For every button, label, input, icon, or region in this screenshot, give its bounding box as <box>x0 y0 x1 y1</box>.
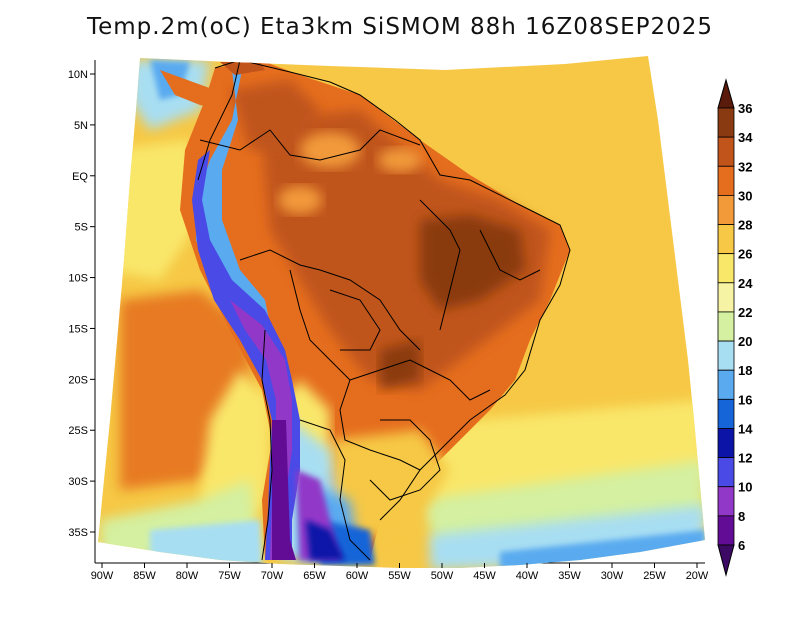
country-borders <box>197 59 571 561</box>
colorbar-label: 18 <box>738 363 752 378</box>
lon-label: 60W <box>346 570 369 582</box>
lat-label: 5N <box>74 120 88 132</box>
colorbar-label: 10 <box>738 480 752 495</box>
lat-label: 5S <box>75 222 88 234</box>
colorbar-label: 8 <box>738 509 745 524</box>
colorbar-label: 30 <box>738 188 752 203</box>
colorbar-label: 26 <box>738 247 752 262</box>
lat-label: EQ <box>72 171 88 183</box>
lat-label: 20S <box>68 374 88 386</box>
lon-label: 30W <box>601 570 624 582</box>
colorbar-label: 24 <box>738 276 753 291</box>
lon-label: 65W <box>303 570 326 582</box>
colorbar-swatch <box>717 398 735 429</box>
colorbar-swatch <box>717 457 735 488</box>
colorbar-swatch <box>717 253 735 284</box>
lon-label: 85W <box>133 570 156 582</box>
lon-label: 50W <box>431 570 454 582</box>
lon-label: 80W <box>176 570 199 582</box>
colorbar-swatch <box>717 369 735 400</box>
colorbar-label: 34 <box>738 130 753 145</box>
lat-label: 10N <box>68 69 88 81</box>
temperature-field <box>98 56 705 568</box>
colorbar-label: 16 <box>738 392 752 407</box>
colorbar-swatch <box>717 165 735 196</box>
lat-label: 10S <box>68 273 88 285</box>
colorbar-swatch <box>717 136 735 167</box>
lon-label: 35W <box>558 570 581 582</box>
colorbar-swatch <box>717 224 735 255</box>
colorbar-bottom-arrow <box>717 544 735 577</box>
colorbar-label: 32 <box>738 159 752 174</box>
colorbar-label: 28 <box>738 218 752 233</box>
lat-label: 35S <box>68 527 88 539</box>
colorbar-top-arrow <box>717 78 735 109</box>
colorbar-label: 36 <box>738 101 752 116</box>
lat-label: 30S <box>68 476 88 488</box>
colorbar-swatch <box>717 515 735 546</box>
colorbar-swatch <box>717 340 735 371</box>
lon-label: 55W <box>388 570 411 582</box>
map-title: Temp.2m(oC) Eta3km SiSMOM 88h 16Z08SEP20… <box>86 14 714 40</box>
longitude-axis: 90W 85W 80W 75W 70W 65W 60W 55W 50W 45W 40W 35W 30W 2… <box>91 563 709 582</box>
colorbar-swatch <box>717 428 735 459</box>
colorbar-label: 20 <box>738 334 752 349</box>
colorbar-swatch <box>717 486 735 517</box>
colorbar-label: 6 <box>738 538 745 553</box>
lon-label: 75W <box>218 570 241 582</box>
lon-label: 25W <box>643 570 666 582</box>
latitude-axis: 10N 5N EQ 5S 10S 15S 20S 25S 30S 35S <box>68 69 95 539</box>
colorbar-label: 14 <box>738 421 753 436</box>
colorbar-swatch <box>717 282 735 313</box>
colorbar-label: 22 <box>738 305 752 320</box>
lat-label: 15S <box>68 323 88 335</box>
colorbar-swatch <box>717 311 735 342</box>
lon-label: 40W <box>516 570 539 582</box>
colorbar-label: 12 <box>738 451 752 466</box>
colorbar: 36 34 32 30 28 26 24 22 20 18 16 14 12 10 8 6 <box>717 78 753 577</box>
lon-label: 45W <box>473 570 496 582</box>
lat-label: 25S <box>68 425 88 437</box>
lon-label: 90W <box>91 570 114 582</box>
lon-label: 70W <box>261 570 284 582</box>
colorbar-swatch <box>717 107 735 138</box>
colorbar-swatch <box>717 194 735 225</box>
lon-label: 20W <box>686 570 709 582</box>
